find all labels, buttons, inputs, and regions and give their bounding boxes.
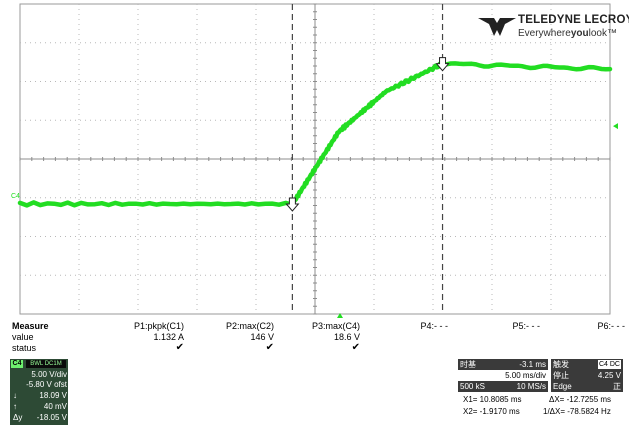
- param-p3-value: 18.6 V: [333, 332, 360, 342]
- channel-badge: C4: [11, 360, 23, 368]
- measure-header: Measure: [12, 321, 49, 331]
- trigger-panel[interactable]: 触发 C4 DC 停止 4.25 V Edge 正: [551, 359, 623, 393]
- trigger-mode: 停止: [553, 371, 569, 380]
- teledyne-lecroy-logo: TELEDYNE LECROY Everywhereyoulook™: [478, 14, 629, 42]
- channel-cursor-up: 40 mV: [43, 402, 67, 411]
- channel-scale: 5.00 V/div: [31, 370, 67, 379]
- param-p4-name[interactable]: P4:- - -: [420, 321, 448, 331]
- trigger-source-badge: C4 DC: [597, 360, 621, 369]
- param-p1-name[interactable]: P1:pkpk(C1): [133, 321, 184, 331]
- timebase-div: 5.00 ms/div: [505, 371, 546, 380]
- teledyne-logo-icon: [478, 18, 516, 36]
- param-p3-status-icon: ✔: [351, 342, 360, 353]
- param-p1-status-icon: ✔: [175, 342, 184, 353]
- measure-row-status: status: [12, 343, 37, 353]
- channel-cursor-down: 18.09 V: [39, 391, 67, 400]
- timebase-title: 时基: [460, 360, 476, 369]
- measure-table: Measure value status P1:pkpk(C1) 1.132 A…: [0, 318, 629, 358]
- trigger-position-icon[interactable]: [337, 313, 343, 318]
- channel-coupling: BWL DC1M: [26, 360, 66, 368]
- channel-c4-panel[interactable]: C4 BWL DC1M 5.00 V/div -5.80 V ofst ↓ 18…: [10, 359, 68, 425]
- brand-tagline: Everywhereyoulook™: [518, 28, 617, 39]
- brand-name: TELEDYNE LECROY: [518, 14, 629, 26]
- cursor-marker-2-icon[interactable]: [435, 57, 450, 72]
- channel-marker-label: C4: [11, 193, 20, 200]
- trigger-slope: 正: [613, 382, 621, 391]
- oscilloscope-grid: C4: [11, 3, 618, 318]
- channel-delta-y: -18.05 V: [36, 413, 67, 422]
- param-p2-status-icon: ✔: [265, 342, 274, 353]
- trigger-level: 4.25 V: [597, 371, 621, 380]
- cursor-inverse-delta-x: 1/ΔX= -78.5824 Hz: [543, 407, 611, 416]
- channel-offset: -5.80 V ofst: [26, 380, 67, 389]
- cursor-delta-x: ΔX= -12.7255 ms: [549, 395, 612, 404]
- cursor-down-icon: ↓: [13, 391, 17, 400]
- timebase-delay: -3.1 ms: [519, 360, 546, 369]
- cursor-marker-1-icon[interactable]: [285, 197, 300, 212]
- trigger-title: 触发: [553, 360, 569, 369]
- param-p2-name[interactable]: P2:max(C2): [225, 321, 274, 331]
- timebase-panel[interactable]: 时基 -3.1 ms 5.00 ms/div 500 kS 10 MS/s: [458, 359, 548, 393]
- cursor-x1: X1= 10.8085 ms: [463, 395, 522, 404]
- param-p6-name[interactable]: P6:- - -: [597, 321, 625, 331]
- param-p3-name[interactable]: P3:max(C4): [311, 321, 360, 331]
- param-p1-value: 1.132 A: [153, 332, 184, 342]
- delta-y-label: Δy: [13, 413, 23, 422]
- param-p5-name[interactable]: P5:- - -: [512, 321, 540, 331]
- timebase-samples: 500 kS: [460, 382, 485, 391]
- timebase-rate: 10 MS/s: [516, 382, 546, 391]
- cursor-x2: X2= -1.9170 ms: [463, 407, 520, 416]
- trace-c4: [17, 61, 613, 208]
- measure-row-value: value: [12, 332, 34, 342]
- trigger-level-icon[interactable]: [613, 123, 618, 130]
- cursor-up-icon: ↑: [13, 402, 17, 411]
- trigger-type: Edge: [553, 382, 572, 391]
- param-p2-value: 146 V: [250, 332, 274, 342]
